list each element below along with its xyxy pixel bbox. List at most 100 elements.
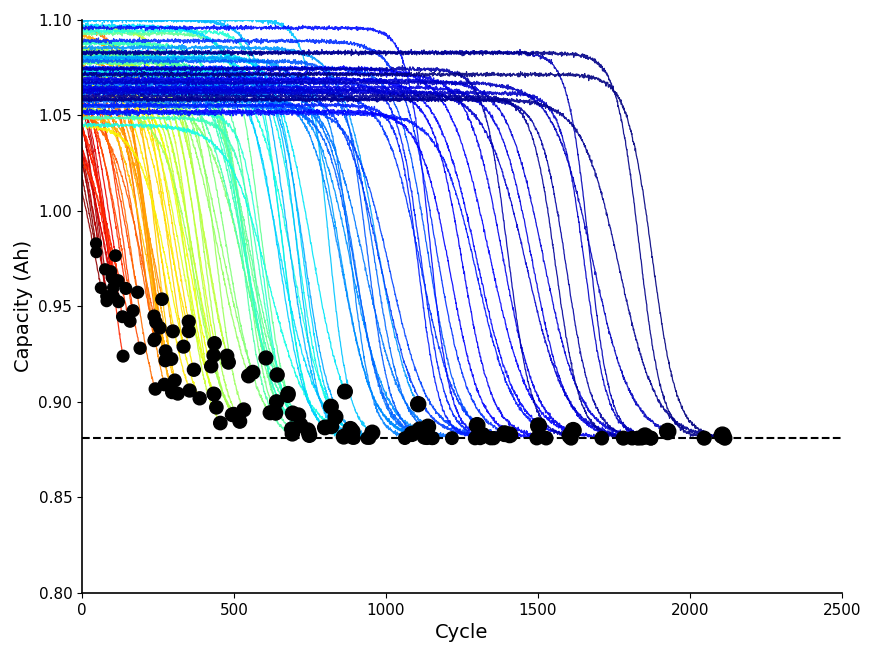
Point <box>302 426 316 437</box>
Point <box>337 432 351 442</box>
Point <box>470 420 484 430</box>
Point <box>206 350 220 361</box>
Point <box>263 407 277 418</box>
Point <box>221 357 235 367</box>
Point <box>498 428 512 439</box>
Point <box>233 416 247 426</box>
Point <box>301 425 315 436</box>
Point <box>564 433 578 443</box>
Point <box>227 409 241 419</box>
Point <box>148 384 162 394</box>
Point <box>362 433 376 443</box>
Point <box>539 433 553 443</box>
Point <box>697 433 711 443</box>
Point <box>716 430 730 441</box>
Point <box>421 422 435 432</box>
Point <box>164 380 178 391</box>
Point <box>398 433 412 443</box>
Point <box>531 420 545 431</box>
Point <box>168 375 182 386</box>
Point <box>158 346 172 356</box>
Point <box>111 276 125 286</box>
Point <box>171 388 185 399</box>
Point <box>204 361 218 371</box>
Point <box>116 351 130 361</box>
Point <box>158 356 172 366</box>
Point <box>285 408 299 419</box>
Point <box>595 433 609 443</box>
Point <box>206 388 220 399</box>
Point <box>347 433 361 443</box>
Point <box>107 282 121 293</box>
Point <box>166 326 180 337</box>
Point <box>104 266 118 277</box>
Point <box>89 247 103 257</box>
Point <box>616 433 630 443</box>
Point <box>133 343 147 354</box>
Point <box>101 293 115 304</box>
Point <box>644 433 658 443</box>
Point <box>631 433 645 443</box>
Point <box>165 387 179 398</box>
Point <box>346 433 360 443</box>
Point <box>444 433 458 443</box>
Point <box>318 422 332 433</box>
Point <box>100 296 114 306</box>
Point <box>237 405 251 415</box>
Point <box>529 433 543 443</box>
Point <box>281 388 295 399</box>
Point <box>484 433 498 443</box>
Point <box>284 424 298 434</box>
Point <box>634 433 648 443</box>
Point <box>182 326 196 337</box>
Point <box>164 354 178 364</box>
Point <box>294 420 308 430</box>
Point <box>187 365 201 375</box>
Point <box>360 433 374 443</box>
Point <box>638 431 652 441</box>
Point <box>149 317 163 327</box>
Point <box>158 379 172 390</box>
Point <box>98 264 112 275</box>
Point <box>365 428 379 438</box>
Point <box>116 312 130 322</box>
Point <box>214 418 228 428</box>
Point <box>303 430 317 440</box>
Point <box>123 316 137 327</box>
Point <box>487 433 500 443</box>
Point <box>502 430 516 440</box>
Point <box>346 426 360 437</box>
Point <box>328 412 342 422</box>
Point <box>183 385 197 396</box>
Point <box>130 287 144 298</box>
Point <box>420 433 434 443</box>
Point <box>566 425 580 436</box>
Point <box>100 291 114 302</box>
Point <box>281 390 295 401</box>
Point <box>155 294 169 304</box>
Point <box>89 238 103 249</box>
Point <box>177 341 191 352</box>
Point <box>259 353 273 363</box>
Point <box>207 389 221 400</box>
Point <box>94 283 108 293</box>
Point <box>718 433 732 443</box>
Point <box>107 291 121 302</box>
Point <box>225 409 239 420</box>
Point <box>468 433 482 443</box>
Point <box>242 371 256 381</box>
Point <box>405 428 419 439</box>
Point <box>285 428 299 439</box>
Point <box>644 433 658 443</box>
Y-axis label: Capacity (Ah): Capacity (Ah) <box>14 240 33 373</box>
Point <box>291 410 305 420</box>
Point <box>343 424 357 434</box>
Point <box>413 424 427 435</box>
Point <box>564 430 578 441</box>
Point <box>230 410 244 420</box>
Point <box>147 311 161 321</box>
Point <box>425 433 439 443</box>
Point <box>108 251 123 261</box>
Point <box>426 433 440 443</box>
Point <box>126 306 140 316</box>
